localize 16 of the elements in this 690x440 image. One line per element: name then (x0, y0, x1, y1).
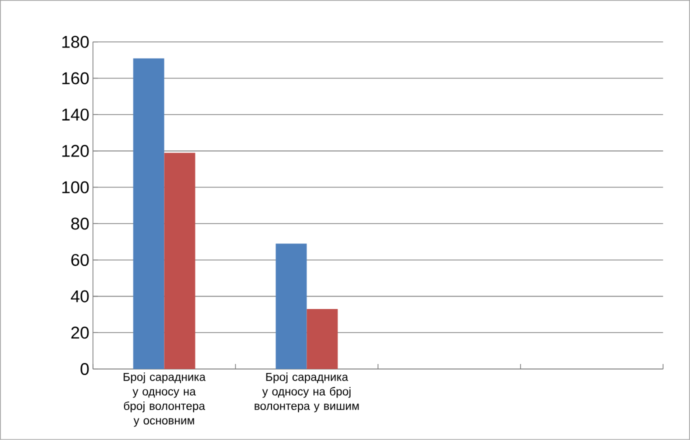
bar (164, 152, 196, 370)
y-tick-label: 180 (62, 36, 89, 48)
y-tick-label: 140 (62, 108, 89, 121)
y-tick-label: 20 (71, 326, 89, 339)
y-tick-label: 100 (62, 181, 89, 194)
y-tick-label: 60 (71, 254, 89, 266)
x-tick-label: Број сарадника у односу на број волонтера у основним (124, 372, 206, 427)
y-tick-label: 120 (62, 144, 89, 157)
y-tick-label: 40 (70, 290, 89, 302)
y-tick-label: 80 (71, 218, 89, 230)
y-tick-label: 0 (80, 363, 89, 376)
bar (276, 244, 307, 370)
x-tick-label: Број сарадника у односу на број волонтера у вишим (254, 372, 359, 412)
y-tick-label: 160 (62, 72, 89, 84)
bar (133, 58, 164, 370)
bar (306, 309, 338, 370)
